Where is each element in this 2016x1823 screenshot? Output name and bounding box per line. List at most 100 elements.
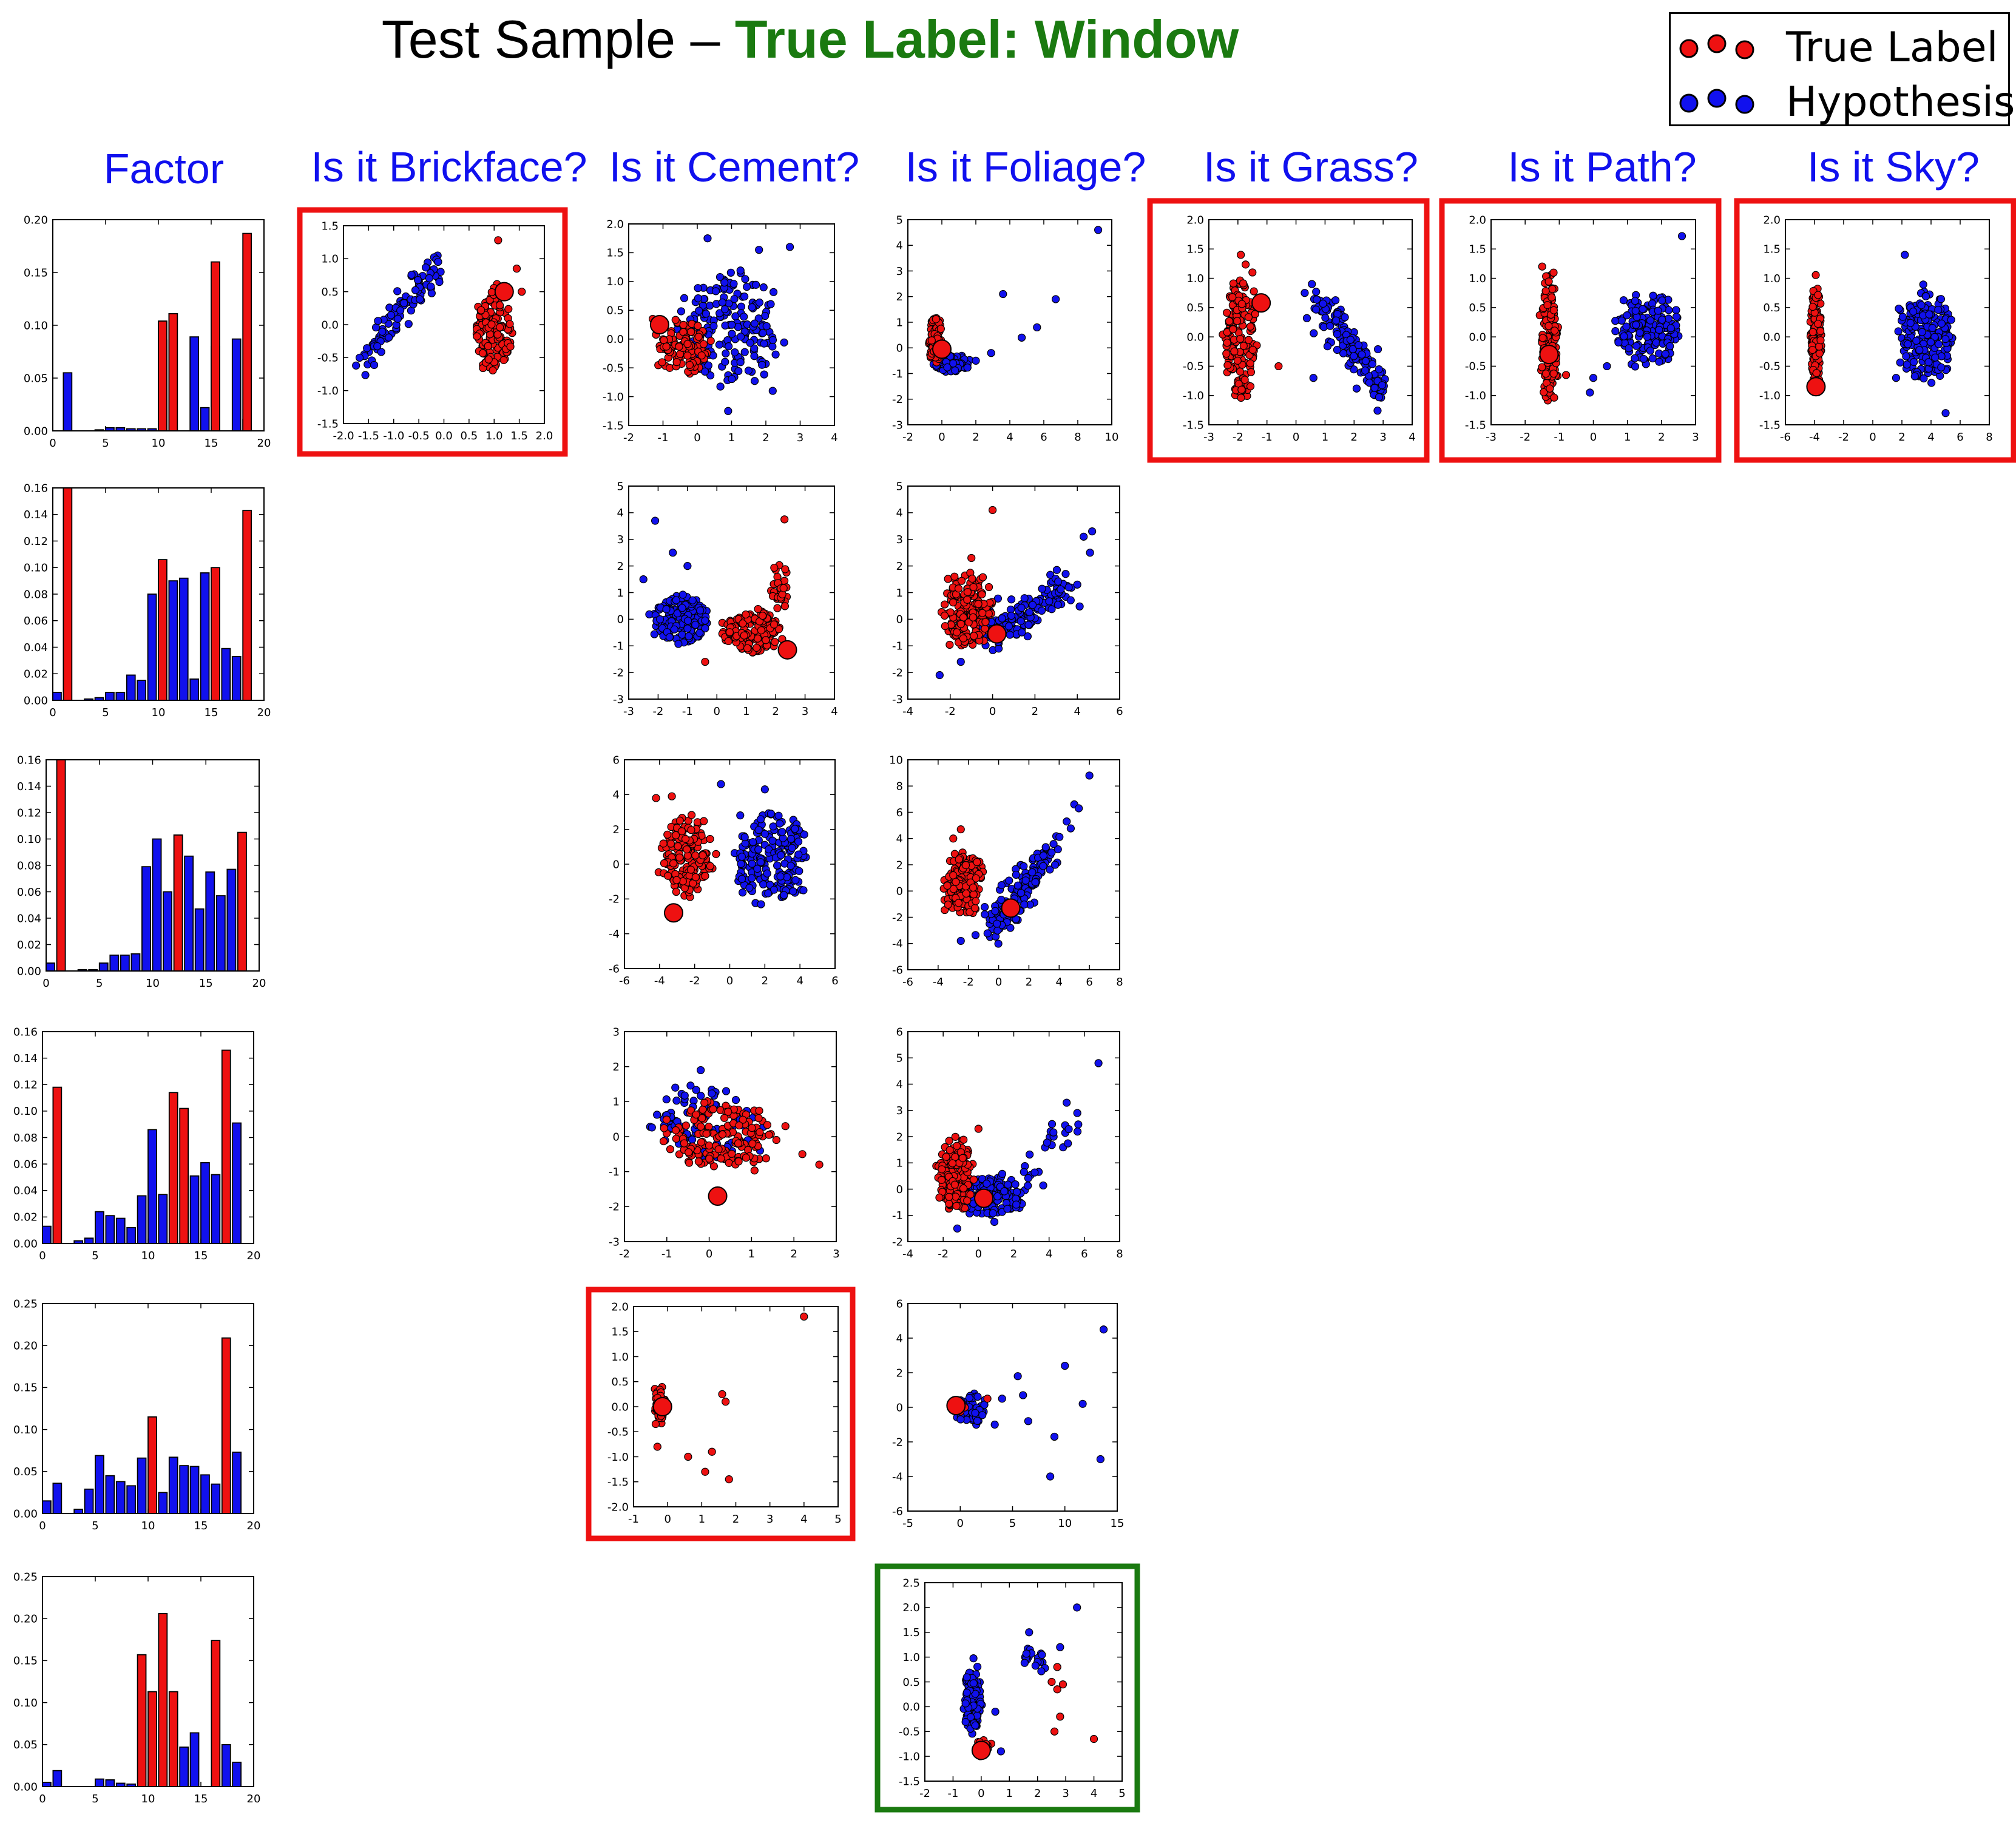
data-point (1019, 1391, 1027, 1399)
data-point (1909, 307, 1918, 316)
y-tick-label: 1.0 (606, 276, 624, 288)
axes-frame (1208, 219, 1413, 425)
data-point (1047, 1120, 1057, 1128)
data-point (941, 622, 949, 631)
data-point (756, 1128, 764, 1137)
data-point (780, 891, 788, 899)
bar (105, 1779, 115, 1787)
data-point (1544, 277, 1553, 286)
y-tick-label: -0.5 (1183, 360, 1204, 373)
data-point (678, 631, 686, 639)
data-point (666, 1145, 675, 1154)
data-point (1631, 354, 1639, 362)
y-tick-label: 4 (896, 1078, 903, 1091)
data-point (798, 1150, 807, 1158)
data-point (1549, 370, 1558, 378)
data-point (978, 573, 987, 581)
data-point (378, 327, 387, 336)
data-point (720, 1114, 729, 1122)
data-point (1013, 881, 1022, 890)
x-tick-label: 4 (1046, 1248, 1052, 1260)
data-point (662, 1115, 671, 1124)
y-tick-label: 0.20 (24, 214, 48, 226)
data-point (762, 1154, 770, 1163)
data-point (487, 288, 496, 297)
data-point (1020, 1168, 1028, 1176)
data-point (731, 1096, 740, 1104)
data-point (1664, 314, 1673, 323)
data-point (1024, 1182, 1032, 1190)
data-point (990, 1217, 999, 1226)
y-tick-label: 0.10 (13, 1424, 38, 1436)
data-point (1244, 313, 1253, 322)
data-point (739, 1115, 747, 1124)
data-point (1937, 319, 1946, 328)
x-tick-label: 20 (257, 706, 271, 719)
y-tick-label: -1.5 (317, 418, 339, 430)
x-tick-label: 3 (1692, 431, 1699, 444)
data-point (778, 828, 786, 836)
data-point (672, 887, 680, 896)
plot-area (52, 487, 252, 701)
y-tick-label: 1 (617, 587, 624, 600)
data-point (704, 361, 712, 370)
y-tick-label: -1.5 (603, 419, 624, 432)
y-tick-label: 0.20 (13, 1340, 38, 1353)
test-sample-point (494, 282, 514, 302)
data-point (1086, 549, 1094, 557)
x-tick-label: 5 (102, 437, 109, 450)
x-tick-label: 2 (972, 431, 979, 444)
data-point (963, 595, 972, 604)
data-point (1039, 862, 1047, 870)
data-point (691, 620, 700, 629)
data-point (1909, 357, 1918, 367)
data-point (959, 1184, 968, 1192)
data-point (1549, 306, 1558, 314)
bar (42, 1782, 52, 1787)
y-tick-label: 1.5 (1469, 243, 1486, 256)
y-tick-label: 4 (896, 507, 903, 519)
x-tick-label: 15 (205, 437, 218, 450)
data-point (760, 830, 769, 838)
data-point (769, 822, 777, 831)
x-tick-label: 4 (1409, 431, 1415, 444)
data-point (672, 1097, 681, 1105)
data-point (672, 1134, 680, 1143)
data-point (771, 638, 779, 646)
x-tick-label: 5 (102, 706, 109, 719)
data-point (683, 340, 692, 348)
x-tick-label: 1.0 (485, 430, 503, 442)
data-point (981, 624, 989, 633)
y-tick-label: 2.0 (606, 218, 624, 231)
data-point (687, 811, 696, 819)
x-tick-label: -2 (945, 705, 956, 718)
data-point (1046, 1472, 1055, 1481)
y-tick-label: -1.0 (607, 1451, 629, 1464)
data-point (969, 1679, 978, 1688)
bar (221, 1049, 231, 1244)
x-tick-label: 5 (92, 1520, 98, 1532)
data-point (1026, 1150, 1034, 1159)
bar (95, 1455, 104, 1514)
x-tick-label: -1 (947, 1787, 958, 1800)
bar (105, 1475, 115, 1514)
data-point (691, 873, 700, 882)
y-tick-label: 0.5 (902, 1676, 920, 1689)
data-point (700, 1098, 709, 1107)
y-tick-label: -0.5 (603, 362, 624, 374)
bar (115, 1217, 126, 1244)
y-tick-label: 0 (613, 858, 620, 871)
bar (137, 680, 147, 701)
x-tick-label: -1 (628, 1513, 639, 1526)
legend-item-hypothesis: Hypothesis (1671, 72, 2015, 127)
data-point (1025, 608, 1033, 617)
y-tick-label: 3 (617, 533, 624, 546)
data-point (743, 644, 752, 652)
data-point (396, 306, 405, 315)
data-point (698, 1114, 706, 1123)
y-tick-label: 2 (896, 1367, 903, 1379)
x-tick-label: 4 (1927, 431, 1934, 444)
y-tick-label: 4 (896, 240, 903, 252)
data-point (1538, 262, 1546, 271)
bar (126, 674, 136, 701)
